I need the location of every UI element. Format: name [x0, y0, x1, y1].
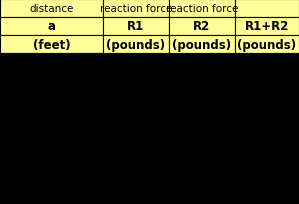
Bar: [169, 137, 235, 154]
Text: (pounds): (pounds): [173, 38, 231, 51]
Text: 174: 174: [127, 57, 145, 67]
Bar: [169, 87, 235, 104]
Text: (pounds): (pounds): [106, 38, 166, 51]
Text: 117: 117: [127, 107, 145, 117]
Bar: [169, 121, 235, 137]
Text: 176: 176: [258, 74, 276, 84]
Bar: [235, 137, 299, 154]
Bar: [235, 70, 299, 87]
Text: 176: 176: [258, 174, 276, 184]
Text: R1: R1: [127, 20, 145, 33]
Bar: [103, 121, 169, 137]
Text: reaction force: reaction force: [100, 4, 172, 14]
Bar: [0, 36, 103, 54]
Text: 3: 3: [48, 107, 54, 117]
Text: 136: 136: [127, 91, 145, 100]
Bar: [169, 187, 235, 204]
Text: R2: R2: [193, 20, 210, 33]
Bar: [235, 154, 299, 171]
Bar: [103, 18, 169, 36]
Bar: [0, 104, 103, 121]
Text: 22: 22: [130, 191, 142, 201]
Text: 176: 176: [258, 107, 276, 117]
Bar: [235, 187, 299, 204]
Bar: [0, 154, 103, 171]
Text: 59: 59: [196, 107, 208, 117]
Bar: [235, 121, 299, 137]
Text: 176: 176: [258, 91, 276, 100]
Bar: [169, 54, 235, 70]
Text: 4: 4: [48, 124, 54, 134]
Bar: [0, 187, 103, 204]
Bar: [235, 36, 299, 54]
Bar: [235, 104, 299, 121]
Text: 40: 40: [196, 91, 208, 100]
Bar: [103, 154, 169, 171]
Text: 60: 60: [130, 157, 142, 167]
Bar: [0, 87, 103, 104]
Text: 5: 5: [48, 141, 55, 151]
Bar: [103, 187, 169, 204]
Text: 154: 154: [193, 191, 211, 201]
Text: 155: 155: [127, 74, 145, 84]
Bar: [103, 171, 169, 187]
Bar: [169, 0, 235, 18]
Bar: [169, 18, 235, 36]
Bar: [169, 36, 235, 54]
Bar: [235, 171, 299, 187]
Text: 0: 0: [48, 57, 54, 67]
Text: 176: 176: [258, 191, 276, 201]
Bar: [235, 18, 299, 36]
Text: 116: 116: [193, 157, 211, 167]
Text: 1: 1: [48, 74, 54, 84]
Bar: [103, 87, 169, 104]
Bar: [169, 104, 235, 121]
Bar: [0, 18, 103, 36]
Text: 176: 176: [258, 57, 276, 67]
Text: 79: 79: [130, 141, 142, 151]
Text: 7: 7: [48, 174, 55, 184]
Text: R1+R2: R1+R2: [245, 20, 289, 33]
Text: 98: 98: [130, 124, 142, 134]
Bar: [0, 171, 103, 187]
Text: 176: 176: [258, 141, 276, 151]
Bar: [103, 137, 169, 154]
Bar: [103, 0, 169, 18]
Text: 135: 135: [193, 174, 211, 184]
Text: 8: 8: [48, 191, 54, 201]
Text: 176: 176: [258, 157, 276, 167]
Bar: [169, 171, 235, 187]
Bar: [103, 104, 169, 121]
Text: 2: 2: [48, 91, 55, 100]
Bar: [169, 154, 235, 171]
Text: 21: 21: [196, 74, 208, 84]
Text: 6: 6: [48, 157, 54, 167]
Text: 97: 97: [196, 141, 208, 151]
Text: distance: distance: [29, 4, 74, 14]
Bar: [0, 70, 103, 87]
Text: 2: 2: [199, 57, 205, 67]
Bar: [103, 36, 169, 54]
Bar: [235, 54, 299, 70]
Bar: [0, 121, 103, 137]
Text: 176: 176: [258, 124, 276, 134]
Bar: [169, 70, 235, 87]
Bar: [235, 0, 299, 18]
Text: a: a: [48, 20, 56, 33]
Bar: [235, 87, 299, 104]
Bar: [0, 0, 103, 18]
Bar: [0, 137, 103, 154]
Text: reaction force: reaction force: [166, 4, 238, 14]
Text: (feet): (feet): [33, 38, 70, 51]
Bar: [103, 54, 169, 70]
Text: 78: 78: [196, 124, 208, 134]
Text: 41: 41: [130, 174, 142, 184]
Bar: [103, 70, 169, 87]
Text: (pounds): (pounds): [237, 38, 297, 51]
Bar: [0, 54, 103, 70]
